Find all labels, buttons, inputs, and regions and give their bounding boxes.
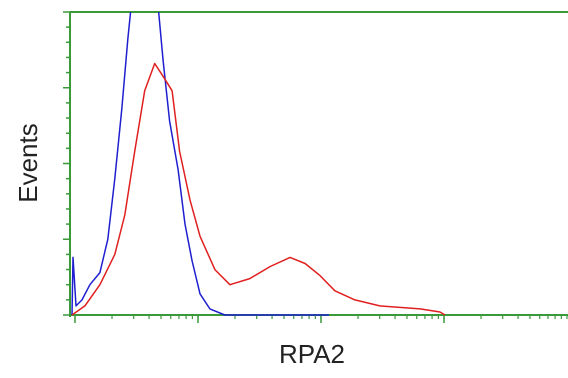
histogram-line (71, 12, 329, 316)
x-axis-label: RPA2 (279, 339, 345, 369)
y-axis-label: Events (13, 123, 43, 203)
plot-area (71, 12, 446, 316)
histogram-line (71, 62, 446, 316)
